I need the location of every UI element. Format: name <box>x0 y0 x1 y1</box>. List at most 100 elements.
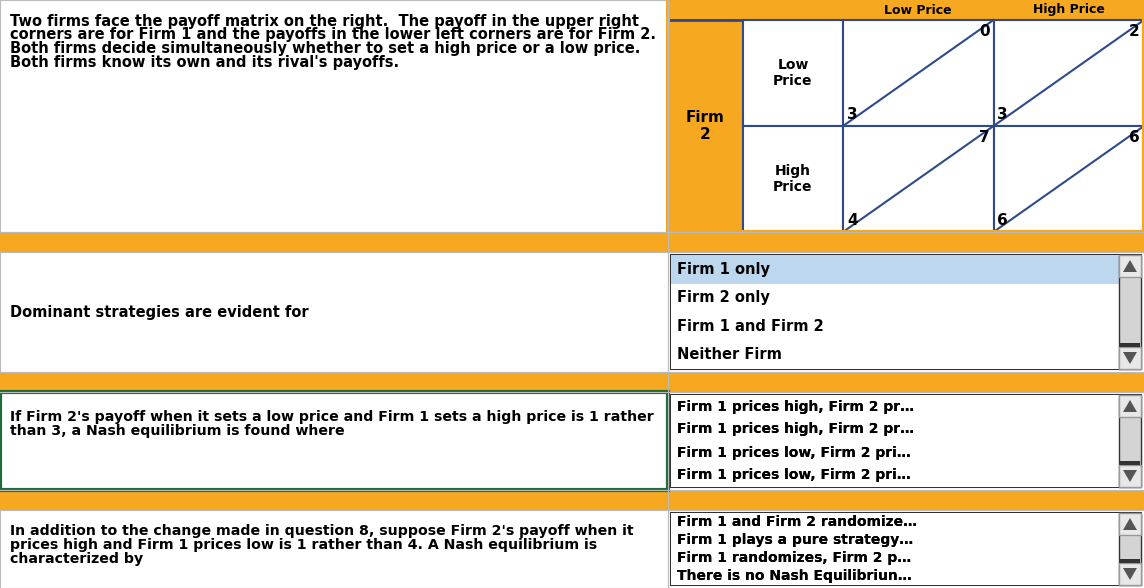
Text: Firm 1 and Firm 2 randomize…: Firm 1 and Firm 2 randomize… <box>677 515 917 529</box>
Polygon shape <box>1123 518 1137 530</box>
Text: High Price: High Price <box>1033 4 1105 16</box>
Bar <box>0 392 668 490</box>
Bar <box>1119 395 1141 417</box>
Text: Firm 1 plays a pure strategy…: Firm 1 plays a pure strategy… <box>677 533 913 547</box>
Bar <box>672 464 1119 487</box>
Bar <box>672 255 1141 369</box>
Bar <box>672 513 1119 531</box>
Bar <box>672 549 1119 567</box>
Bar <box>668 20 742 232</box>
Text: Firm 1 prices low, Firm 2 pri…: Firm 1 prices low, Firm 2 pri… <box>677 446 911 459</box>
Bar <box>1119 465 1141 487</box>
Text: Firm 1 prices high, Firm 2 pr…: Firm 1 prices high, Firm 2 pr… <box>677 423 914 436</box>
Bar <box>672 567 1119 585</box>
Bar <box>672 395 1119 418</box>
Bar <box>672 513 1119 531</box>
Bar <box>1119 513 1141 585</box>
Bar <box>672 549 1119 567</box>
Text: Firm 1 and Firm 2 randomize…: Firm 1 and Firm 2 randomize… <box>677 515 917 529</box>
Text: 2: 2 <box>1129 24 1141 39</box>
Bar <box>672 418 1119 441</box>
Text: There is no Nash Equilibriun…: There is no Nash Equilibriun… <box>677 569 912 583</box>
Bar <box>672 531 1119 549</box>
Polygon shape <box>1123 352 1137 364</box>
Text: Both firms decide simultaneously whether to set a high price or a low price.: Both firms decide simultaneously whether… <box>10 41 641 56</box>
Bar <box>672 418 1119 441</box>
Bar <box>672 255 1119 283</box>
Text: than 3, a Nash equilibrium is found where: than 3, a Nash equilibrium is found wher… <box>10 424 344 438</box>
Text: Low Price: Low Price <box>884 4 952 16</box>
Polygon shape <box>1123 400 1137 412</box>
Bar <box>672 441 1119 464</box>
Bar <box>0 510 668 588</box>
Bar <box>1119 255 1141 369</box>
Text: Firm 1 only: Firm 1 only <box>677 262 770 277</box>
Text: There is no Nash Equilibriun…: There is no Nash Equilibriun… <box>677 569 912 583</box>
Text: Dominant strategies are evident for: Dominant strategies are evident for <box>10 305 309 319</box>
Text: Firm 1 prices high, Firm 2 pr…: Firm 1 prices high, Firm 2 pr… <box>677 423 914 436</box>
Text: Firm 1 prices high, Firm 2 pr…: Firm 1 prices high, Firm 2 pr… <box>677 399 914 413</box>
Bar <box>668 0 1144 20</box>
Text: Firm 2 only: Firm 2 only <box>677 290 770 305</box>
Bar <box>1120 343 1141 347</box>
Text: Two firms face the payoff matrix on the right.  The payoff in the upper right: Two firms face the payoff matrix on the … <box>10 14 639 29</box>
Bar <box>672 395 1141 487</box>
Bar <box>672 395 1119 418</box>
Text: 3: 3 <box>998 107 1008 122</box>
Bar <box>0 392 668 490</box>
Bar <box>1119 513 1141 535</box>
Text: Firm 1 randomizes, Firm 2 p…: Firm 1 randomizes, Firm 2 p… <box>677 551 912 565</box>
Text: 4: 4 <box>847 213 858 228</box>
Text: Firm 1 and Firm 2: Firm 1 and Firm 2 <box>677 319 824 334</box>
Text: corners are for Firm 1 and the payoffs in the lower left corners are for Firm 2.: corners are for Firm 1 and the payoffs i… <box>10 28 656 42</box>
Bar <box>672 441 1119 464</box>
Text: In addition to the change made in question 8, suppose Firm 2's payoff when it: In addition to the change made in questi… <box>10 524 634 538</box>
Bar <box>0 252 668 372</box>
Text: Firm
2: Firm 2 <box>686 110 725 142</box>
Text: characterized by: characterized by <box>10 552 143 566</box>
Bar <box>0 372 1144 392</box>
Text: prices high and Firm 1 prices low is 1 rather than 4. A Nash equilibrium is: prices high and Firm 1 prices low is 1 r… <box>10 538 597 552</box>
Bar <box>672 340 1119 369</box>
Bar <box>843 20 993 126</box>
Bar <box>843 126 993 232</box>
Polygon shape <box>1123 260 1137 272</box>
Bar <box>668 0 1144 232</box>
Text: If Firm 2's payoff when it sets a low price and Firm 1 sets a high price is 1 ra: If Firm 2's payoff when it sets a low pr… <box>10 410 653 424</box>
Bar <box>1120 461 1141 465</box>
Text: 3: 3 <box>847 107 858 122</box>
Text: Firm 1 randomizes, Firm 2 p…: Firm 1 randomizes, Firm 2 p… <box>677 551 912 565</box>
Bar <box>672 283 1119 312</box>
Bar <box>1119 255 1141 277</box>
Text: Firm 1 prices high, Firm 2 pr…: Firm 1 prices high, Firm 2 pr… <box>677 399 914 413</box>
Text: 6: 6 <box>1129 130 1141 145</box>
Bar <box>672 567 1119 585</box>
Bar <box>993 126 1144 232</box>
Text: Firm 1 prices low, Firm 2 pri…: Firm 1 prices low, Firm 2 pri… <box>677 446 911 459</box>
Text: Firm 1 prices low, Firm 2 pri…: Firm 1 prices low, Firm 2 pri… <box>677 469 911 483</box>
Bar <box>672 513 1141 585</box>
Bar <box>1119 563 1141 585</box>
Text: High
Price: High Price <box>773 164 812 194</box>
Text: Low
Price: Low Price <box>773 58 812 88</box>
Text: 0: 0 <box>979 24 990 39</box>
Text: Both firms know its own and its rival's payoffs.: Both firms know its own and its rival's … <box>10 55 399 69</box>
Bar <box>993 20 1144 126</box>
Bar <box>672 531 1119 549</box>
Text: 6: 6 <box>998 213 1008 228</box>
Text: Neither Firm: Neither Firm <box>677 348 781 362</box>
Polygon shape <box>1123 568 1137 580</box>
Bar <box>742 126 843 232</box>
Polygon shape <box>1123 470 1137 482</box>
Bar <box>1119 347 1141 369</box>
Text: Firm 1 prices low, Firm 2 pri…: Firm 1 prices low, Firm 2 pri… <box>677 469 911 483</box>
Text: Firm 1 plays a pure strategy…: Firm 1 plays a pure strategy… <box>677 533 913 547</box>
Bar <box>672 464 1119 487</box>
Bar <box>672 312 1119 340</box>
Bar <box>1119 395 1141 487</box>
Bar <box>0 232 1144 252</box>
Bar <box>0 490 1144 510</box>
Bar <box>742 20 843 126</box>
Text: 7: 7 <box>979 130 990 145</box>
Bar <box>1120 559 1141 563</box>
